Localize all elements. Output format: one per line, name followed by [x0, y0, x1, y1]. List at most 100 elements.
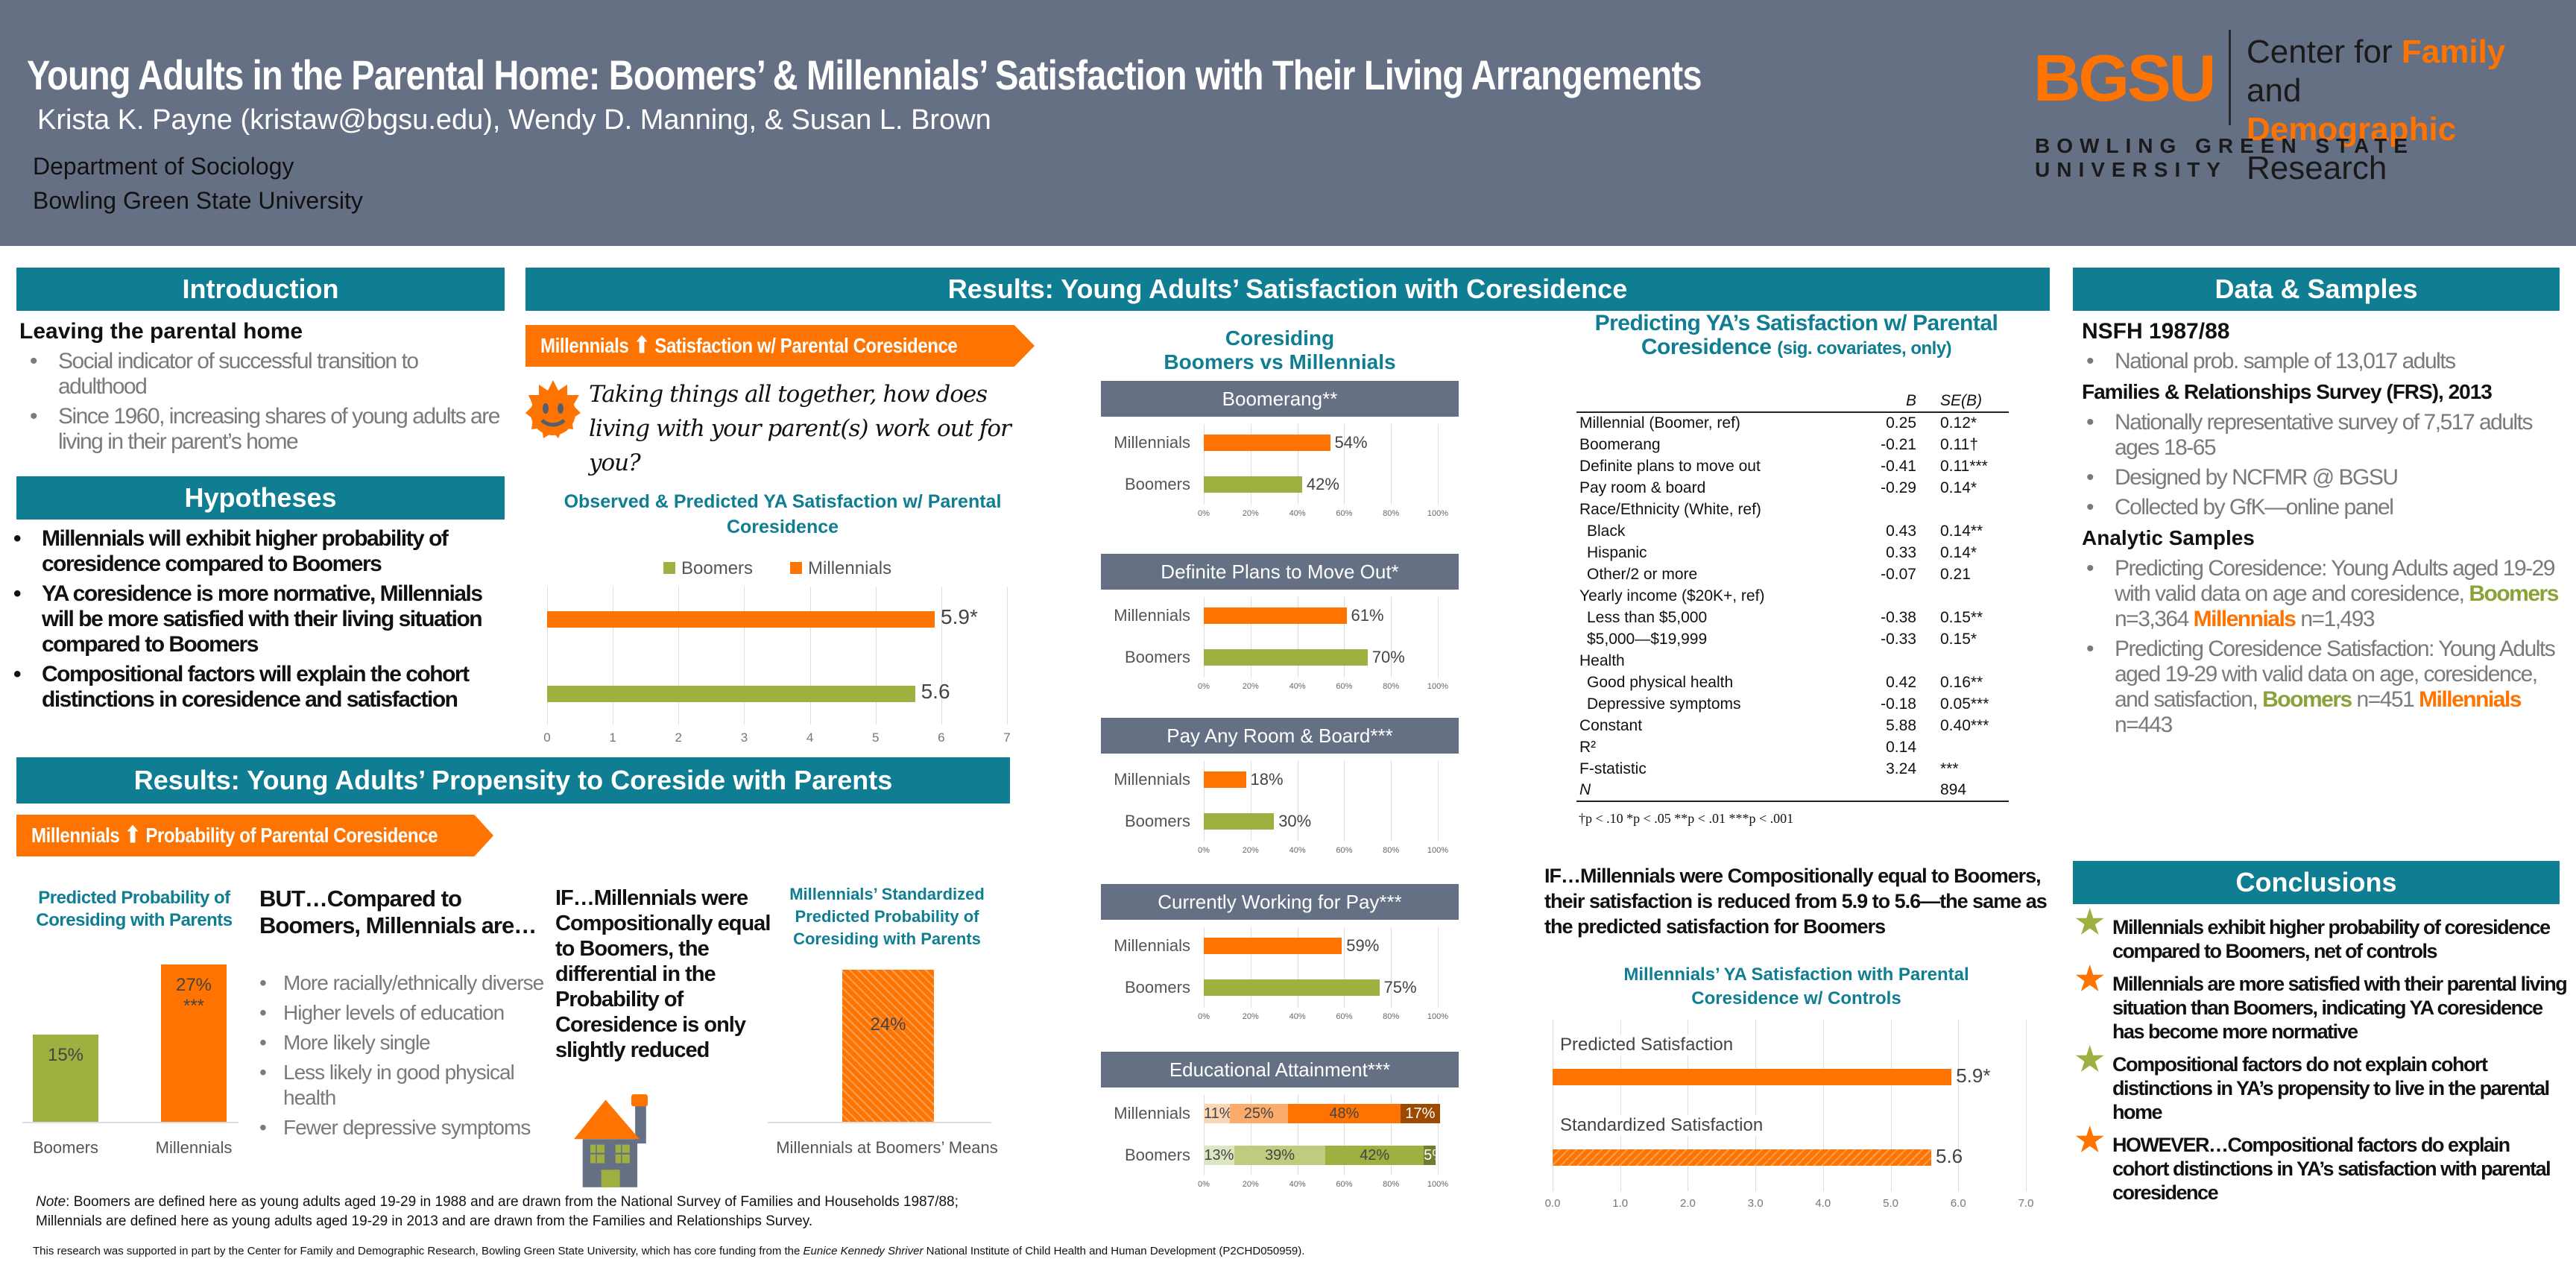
pp-chart: 15% Boomers 27% *** Millennials	[22, 932, 246, 1157]
x-tick: 0.0	[1544, 1197, 1561, 1210]
gridline	[744, 587, 745, 724]
gridline	[1344, 424, 1345, 505]
gridline	[875, 587, 877, 724]
x-tick: 40%	[1289, 509, 1306, 518]
data-label: 30%	[1278, 812, 1312, 830]
logo-university: BOWLING GREEN STATE UNIVERSITY	[2035, 134, 2415, 181]
data-label: 18%	[1250, 770, 1284, 789]
table-cell: 0.16**	[1940, 673, 1983, 691]
stacked-segment: 39%	[1234, 1146, 1326, 1165]
bar-millennials	[547, 611, 935, 628]
obs-chart-title: Observed & Predicted YA Satisfaction w/ …	[564, 491, 1002, 537]
gridline	[1958, 1020, 1960, 1191]
logo-divider	[2229, 30, 2231, 125]
row-label: Millennials	[1114, 1104, 1190, 1123]
table-cell: Health	[1579, 651, 1625, 669]
banner-text: Millennials	[31, 824, 120, 847]
gridline	[1438, 1095, 1439, 1175]
millennials-label: Millennials	[2419, 687, 2522, 712]
data-label: 5.9*	[941, 605, 978, 628]
banner-content: Millennials ⬆ Satisfaction w/ Parental Cor…	[540, 325, 958, 367]
x-tick: 80%	[1383, 1012, 1400, 1021]
legend-label: Millennials	[808, 558, 892, 578]
legend-swatch	[663, 562, 675, 574]
table-cell: Good physical health	[1587, 673, 1734, 691]
bullet: Predicting Coresidence: Young Adults age…	[2073, 556, 2565, 632]
data-label: 70%	[1371, 648, 1405, 666]
table-cell: -0.07	[1881, 565, 1916, 583]
row-label: Boomers	[1124, 978, 1190, 997]
coresiding-title: Coresiding Boomers vs Millennials	[1101, 326, 1459, 374]
table-cell: Less than $5,000	[1587, 608, 1708, 626]
bullet: Social indicator of successful transitio…	[16, 349, 501, 400]
stacked-segment: 5%	[1424, 1146, 1436, 1165]
table-cell: -0.21	[1881, 435, 1916, 453]
bullet: Predicting Coresidence Satisfaction: You…	[2073, 637, 2565, 738]
table-cell: 0.11†	[1940, 435, 1978, 453]
table-cell: Race/Ethnicity (White, ref)	[1579, 500, 1761, 518]
support-text: This research was supported in part by t…	[33, 1245, 804, 1257]
row-label: Boomers	[1124, 812, 1190, 830]
coresiding-panels: Boomerang** 0% 20% 40% 60% 80% 100% Millennials…	[1101, 0, 1459, 1288]
gridline	[1620, 1020, 1621, 1191]
table-cell: Other/2 or more	[1587, 565, 1698, 583]
x-tick: 1.0	[1612, 1197, 1629, 1210]
support-italic: Eunice Kennedy Shriver	[803, 1245, 924, 1257]
regression-table: B SE(B) Millennial (Boomer, ref) 0.25 0.12…	[1576, 391, 2009, 802]
gridline	[1344, 927, 1345, 1008]
data-samples-body: NSFH 1987/88 National prob. sample of 13…	[2073, 319, 2565, 742]
table-cell: -0.33	[1881, 630, 1916, 648]
row-label: Boomers	[1124, 1146, 1190, 1164]
legend-swatch	[790, 562, 803, 574]
stacked-segment: 17%	[1400, 1104, 1441, 1123]
table-cell	[1852, 650, 1919, 672]
row-label: Millennials	[1114, 770, 1190, 789]
introduction-heading: Introduction	[16, 268, 505, 311]
gridline	[1890, 1020, 1892, 1191]
table-row: Black 0.43 0.14**	[1576, 520, 2009, 542]
logo-text: Research	[2247, 150, 2387, 186]
table-cell: 0.43	[1886, 522, 1916, 540]
table-row: Other/2 or more -0.07 0.21	[1576, 564, 2009, 585]
data-label: 54%	[1334, 433, 1368, 452]
table-cell: Pay room & board	[1579, 479, 1706, 496]
table-row: Boomerang -0.21 0.11†	[1576, 434, 2009, 455]
coresiding-panel-header: Definite Plans to Move Out*	[1101, 554, 1459, 590]
bar-boomers	[1204, 979, 1380, 996]
table-cell: 0.40***	[1940, 716, 1989, 734]
gridline	[547, 587, 548, 724]
x-tick: 80%	[1383, 1180, 1400, 1189]
data-label: 5.9*	[1956, 1064, 1991, 1087]
if-text-satisfaction: IF…Millennials were Compositionally equa…	[1544, 865, 2048, 938]
table-row: Good physical health 0.42 0.16**	[1576, 672, 2009, 693]
logo-text: Demographic	[2247, 111, 2457, 148]
table-cell: 0.14*	[1940, 543, 1977, 561]
row-label: Millennials	[1114, 606, 1190, 625]
bullet: Since 1960, increasing shares of young a…	[16, 404, 501, 455]
text: Predicting Coresidence: Young Adults age…	[2115, 556, 2555, 606]
x-tick: 3.0	[1747, 1197, 1764, 1210]
std-chart: 24% Millennials at Boomers’ Means	[768, 954, 1006, 1163]
table-cell: -0.41	[1881, 457, 1916, 475]
x-tick: 40%	[1289, 1012, 1306, 1021]
logo-text: Center for	[2247, 34, 2402, 70]
note-text: : Boomers are defined here as young adul…	[36, 1194, 959, 1229]
bgsu-logo-mark: BGSU	[2033, 41, 2216, 115]
table-cell: N	[1579, 781, 1591, 798]
stacked-segment: 48%	[1288, 1104, 1401, 1123]
poster-title: Young Adults in the Parental Home: Boome…	[27, 51, 1702, 98]
regression-title: Predicting YA’s Satisfaction w/ Parental…	[1554, 312, 2039, 361]
bullet: Collected by GfK—online panel	[2073, 495, 2565, 520]
hypotheses-bullets: Millennials will exhibit higher probabil…	[0, 526, 507, 717]
x-tick: 60%	[1336, 846, 1353, 855]
table-row: Pay room & board -0.29 0.14*	[1576, 477, 2009, 499]
cfdr-logo-text: Center for Family and Demographic Resear…	[2247, 33, 2563, 188]
row-label: Boomers	[1124, 475, 1190, 493]
regression-footnote: †p < .10 *p < .05 **p < .01 ***p < .001	[1579, 811, 1794, 826]
x-tick: 100%	[1427, 846, 1449, 855]
col-header-b: B	[1905, 392, 1916, 409]
data-label: 5.6	[921, 680, 950, 703]
x-tick: 7.0	[2018, 1197, 2034, 1210]
table-cell: Millennial (Boomer, ref)	[1579, 414, 1740, 432]
table-row: Constant 5.88 0.40***	[1576, 715, 2009, 736]
